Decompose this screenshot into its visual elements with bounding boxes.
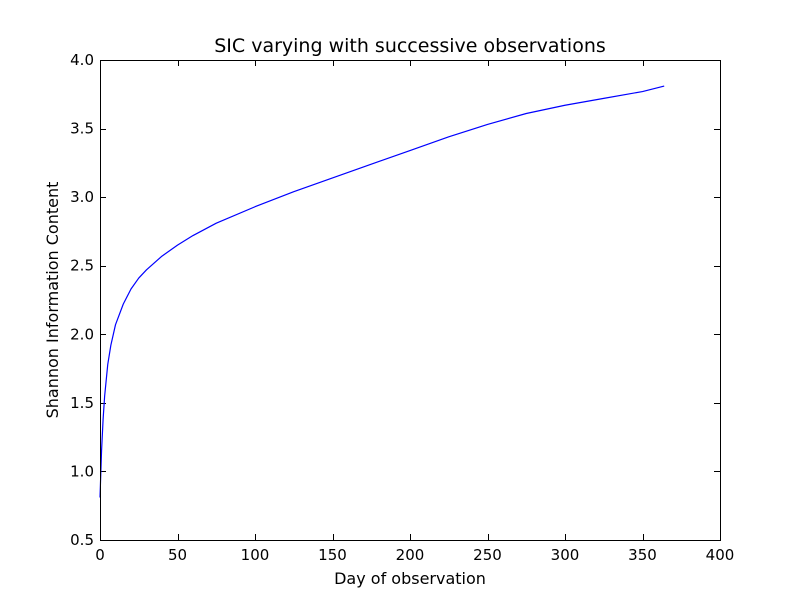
x-tick-label: 0 [95, 546, 105, 564]
x-tick-label: 100 [241, 546, 270, 564]
x-tick-label: 250 [473, 546, 502, 564]
y-tick-label: 1.0 [70, 462, 94, 480]
plot-frame [100, 60, 721, 541]
x-axis-label: Day of observation [334, 569, 486, 588]
x-tick-label: 50 [168, 546, 187, 564]
y-tick-label: 3.5 [70, 120, 94, 138]
y-tick-label: 4.0 [70, 51, 94, 69]
y-tick-label: 3.0 [70, 188, 94, 206]
x-tick-label: 350 [628, 546, 657, 564]
series-layer [99, 85, 665, 498]
y-tick-label: 2.0 [70, 325, 94, 343]
y-tick-label: 0.5 [70, 531, 94, 549]
x-tick-label: 150 [318, 546, 347, 564]
chart-title: SIC varying with successive observations [214, 35, 606, 57]
y-tick-label: 1.5 [70, 394, 94, 412]
series-line [99, 85, 665, 498]
y-tick-label: 2.5 [70, 257, 94, 275]
y-axis-label: Shannon Information Content [43, 182, 62, 419]
ticks-layer: 0 50 100 150 200 250 300 350 400 0.5 1.0 1.5 2.0 2.5 3… [70, 51, 734, 564]
x-tick-label: 300 [551, 546, 580, 564]
x-tick-label: 200 [396, 546, 425, 564]
x-tick-label: 400 [706, 546, 735, 564]
